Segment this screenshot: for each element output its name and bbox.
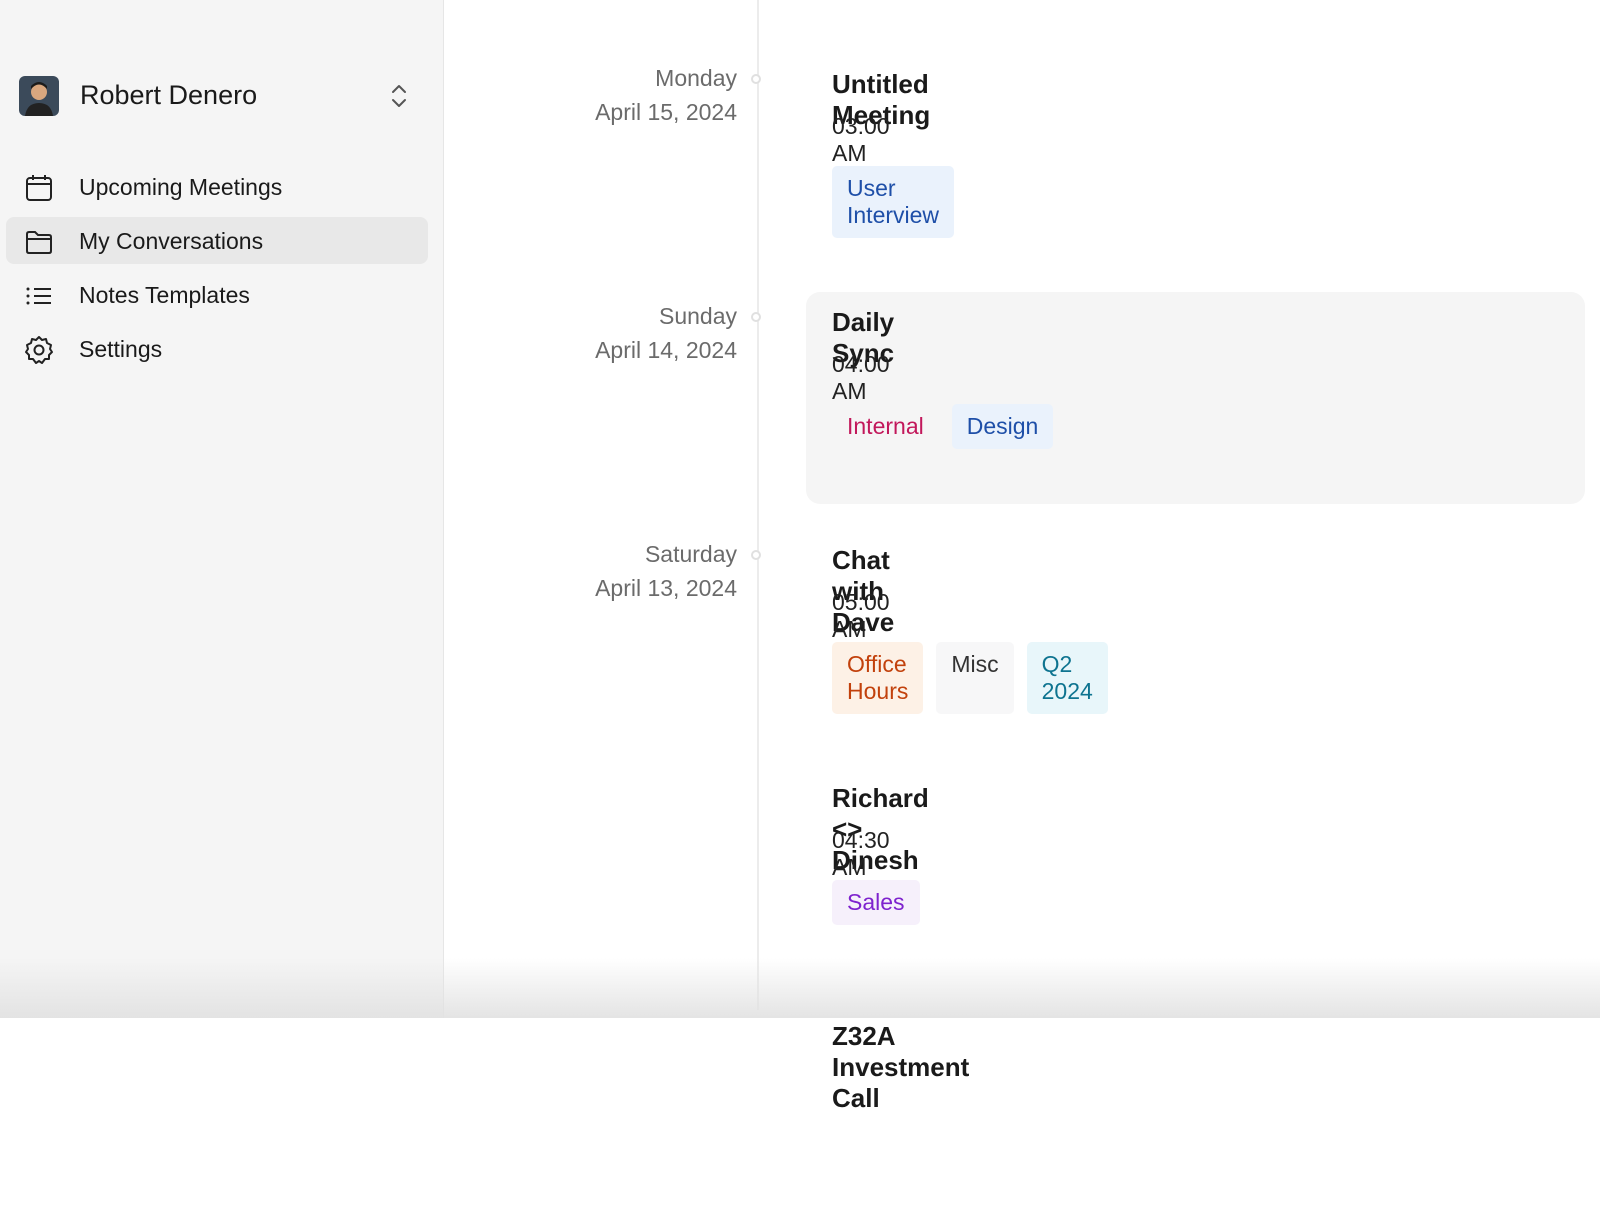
avatar[interactable] (19, 76, 59, 116)
sidebar: Robert Denero Upcoming Meetings My Conver… (0, 0, 444, 1018)
user-name[interactable]: Robert Denero (80, 80, 258, 110)
day-label: Monday (655, 65, 737, 91)
tag[interactable]: Internal (832, 404, 939, 449)
meeting-card[interactable]: Untitled Meeting 03:00 AM User Interview (806, 54, 1585, 266)
nav-item[interactable]: Notes Templates (6, 271, 428, 318)
tag-list: Internal Design (832, 404, 1054, 449)
meeting-card[interactable]: Richard <> Dinesh 04:30 AM Sales (806, 768, 1585, 980)
meeting-date: Sunday April 14, 2024 (595, 299, 737, 367)
nav-label: Notes Templates (79, 282, 250, 308)
day-label: Saturday (644, 541, 737, 567)
nav-item[interactable]: Settings (6, 325, 428, 372)
timeline-dot (751, 550, 761, 560)
avatar-image (19, 76, 59, 116)
timeline-line (757, 0, 759, 1010)
tag[interactable]: Sales (832, 880, 920, 925)
timeline-dot (751, 74, 761, 84)
meeting-time: 05:00 AM (832, 589, 890, 642)
tag-list: User Interview (832, 166, 955, 238)
meeting-card[interactable]: Chat with Dave 05:00 AM Office Hours Misc Q2… (806, 530, 1585, 742)
nav-item[interactable]: Upcoming Meetings (6, 163, 428, 210)
account-switcher[interactable] (388, 82, 410, 110)
nav-icon (26, 287, 51, 305)
nav-label: Settings (79, 336, 163, 362)
meeting-time: 04:00 AM (832, 351, 890, 404)
meeting-date: Saturday April 13, 2024 (595, 537, 737, 605)
nav-icon (25, 336, 53, 364)
meeting-title: Untitled Meeting (832, 69, 931, 130)
date-label: April 15, 2024 (595, 99, 737, 125)
meeting-title: Chat with Dave (832, 545, 895, 637)
meeting-time: 04:30 AM (832, 827, 890, 880)
meeting-title: Daily Sync (832, 307, 895, 368)
nav-icon (26, 231, 52, 254)
nav-item[interactable]: My Conversations (6, 217, 428, 264)
meeting-title: Richard <> Dinesh (832, 783, 929, 875)
nav-label: Upcoming Meetings (79, 174, 283, 200)
date-label: April 14, 2024 (595, 337, 737, 363)
date-label: April 13, 2024 (595, 575, 737, 601)
meeting-title: Z32A Investment Call (832, 1021, 970, 1113)
tag[interactable]: User Interview (832, 166, 955, 238)
tag-list: Office Hours Misc Q2 2024 (832, 642, 1108, 714)
timeline-dot (751, 312, 761, 322)
tag-list: Sales (832, 880, 920, 925)
nav-icon (26, 175, 52, 201)
meeting-card[interactable]: Daily Sync 04:00 AM Internal Design (806, 292, 1585, 504)
meeting-time: 03:00 AM (832, 113, 890, 166)
nav-label: My Conversations (79, 228, 264, 254)
meeting-date: Monday April 15, 2024 (595, 61, 737, 129)
tag[interactable]: Q2 2024 (1026, 642, 1108, 714)
page: {"user": {"name": "Robert Denero"}, "nav… (0, 0, 1600, 1113)
meeting-card[interactable]: Z32A Investment Call (806, 1006, 1585, 1218)
day-label: Sunday (658, 303, 737, 329)
tag[interactable]: Design (951, 404, 1054, 449)
tag[interactable]: Office Hours (832, 642, 924, 714)
tag[interactable]: Misc (936, 642, 1014, 714)
